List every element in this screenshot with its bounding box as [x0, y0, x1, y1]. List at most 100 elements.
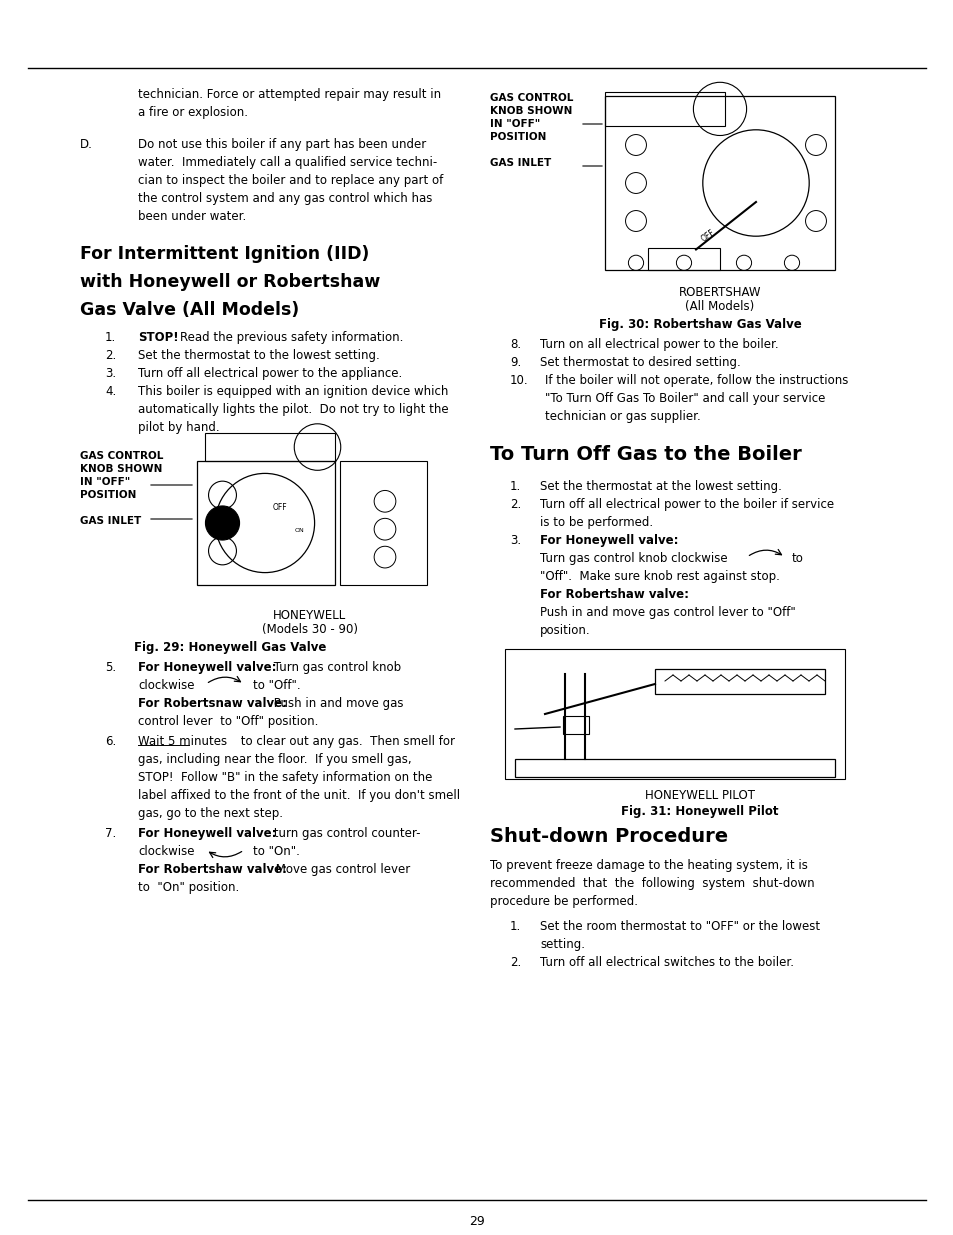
Text: 3.: 3.: [510, 534, 520, 547]
Circle shape: [205, 506, 239, 540]
Text: "Off".  Make sure knob rest against stop.: "Off". Make sure knob rest against stop.: [539, 571, 779, 583]
Bar: [339, 461, 427, 585]
Text: OFF: OFF: [699, 228, 716, 245]
Text: Do not use this boiler if any part has been under: Do not use this boiler if any part has b…: [138, 138, 426, 151]
Text: 7.: 7.: [105, 827, 116, 840]
Text: For Robertsnaw valve:: For Robertsnaw valve:: [138, 697, 287, 710]
Text: to: to: [791, 552, 803, 564]
Text: Set the thermostat at the lowest setting.: Set the thermostat at the lowest setting…: [539, 480, 781, 493]
Text: 2.: 2.: [510, 498, 520, 511]
Text: to "On".: to "On".: [253, 845, 299, 858]
Text: 8.: 8.: [510, 338, 520, 351]
Text: ROBERTSHAW: ROBERTSHAW: [678, 287, 760, 299]
Text: Read the previous safety information.: Read the previous safety information.: [180, 331, 403, 345]
Text: Move gas control lever: Move gas control lever: [272, 863, 410, 876]
Text: control lever  to "Off" position.: control lever to "Off" position.: [138, 715, 318, 727]
Text: automatically lights the pilot.  Do not try to light the: automatically lights the pilot. Do not t…: [138, 403, 448, 416]
Text: For Honeywell valve:: For Honeywell valve:: [539, 534, 678, 547]
Text: Turn gas control knob: Turn gas control knob: [270, 661, 400, 674]
Text: 3.: 3.: [105, 367, 116, 380]
Text: clockwise: clockwise: [138, 679, 194, 692]
Text: This boiler is equipped with an ignition device which: This boiler is equipped with an ignition…: [138, 385, 448, 398]
Text: 2.: 2.: [510, 956, 520, 969]
Text: IN "OFF": IN "OFF": [490, 119, 539, 128]
Text: 1.: 1.: [105, 331, 116, 345]
Text: position.: position.: [539, 624, 590, 637]
Text: STOP!  Follow "B" in the safety information on the: STOP! Follow "B" in the safety informati…: [138, 771, 432, 784]
Text: water.  Immediately call a qualified service techni-: water. Immediately call a qualified serv…: [138, 156, 436, 169]
Text: recommended  that  the  following  system  shut-down: recommended that the following system sh…: [490, 877, 814, 890]
Text: Turn gas control knob clockwise: Turn gas control knob clockwise: [539, 552, 727, 564]
Text: Push in and move gas control lever to "Off": Push in and move gas control lever to "O…: [539, 606, 795, 619]
Bar: [197, 461, 335, 585]
Text: "To Turn Off Gas To Boiler" and call your service: "To Turn Off Gas To Boiler" and call you…: [544, 391, 824, 405]
Text: Shut-down Procedure: Shut-down Procedure: [490, 827, 727, 846]
Text: Set thermostat to desired setting.: Set thermostat to desired setting.: [539, 356, 740, 369]
Bar: [604, 91, 724, 126]
Bar: [515, 760, 834, 777]
Text: HONEYWELL: HONEYWELL: [274, 609, 346, 622]
Text: to "Off".: to "Off".: [253, 679, 300, 692]
Text: procedure be performed.: procedure be performed.: [490, 895, 638, 908]
Text: KNOB SHOWN: KNOB SHOWN: [490, 106, 572, 116]
Text: If the boiler will not operate, follow the instructions: If the boiler will not operate, follow t…: [544, 374, 847, 387]
Text: gas, including near the floor.  If you smell gas,: gas, including near the floor. If you sm…: [138, 753, 411, 766]
Text: is to be performed.: is to be performed.: [539, 516, 653, 529]
Text: Turn off all electrical switches to the boiler.: Turn off all electrical switches to the …: [539, 956, 793, 969]
Text: Turn off all electrical power to the boiler if service: Turn off all electrical power to the boi…: [539, 498, 833, 511]
Text: Set the thermostat to the lowest setting.: Set the thermostat to the lowest setting…: [138, 350, 379, 362]
Text: (Models 30 - 90): (Models 30 - 90): [262, 622, 357, 636]
Bar: [647, 247, 720, 270]
Text: to  "On" position.: to "On" position.: [138, 881, 239, 894]
Bar: [504, 650, 844, 779]
Text: 10.: 10.: [510, 374, 528, 387]
Text: technician or gas supplier.: technician or gas supplier.: [544, 410, 700, 424]
Text: the control system and any gas control which has: the control system and any gas control w…: [138, 191, 432, 205]
Text: GAS INLET: GAS INLET: [80, 516, 141, 526]
Bar: [562, 716, 588, 734]
Text: 1.: 1.: [510, 480, 520, 493]
Text: clockwise: clockwise: [138, 845, 194, 858]
Text: GAS CONTROL: GAS CONTROL: [80, 451, 163, 461]
Text: (All Models): (All Models): [684, 300, 754, 312]
Text: 4.: 4.: [105, 385, 116, 398]
Text: 5.: 5.: [105, 661, 116, 674]
Text: Fig. 30: Robertshaw Gas Valve: Fig. 30: Robertshaw Gas Valve: [598, 317, 801, 331]
Text: For Robertshaw valve:: For Robertshaw valve:: [138, 863, 287, 876]
Text: OFF: OFF: [273, 503, 287, 513]
Text: D.: D.: [80, 138, 92, 151]
Text: For Robertshaw valve:: For Robertshaw valve:: [539, 588, 688, 601]
Text: to clear out any gas.  Then smell for: to clear out any gas. Then smell for: [236, 735, 455, 748]
Text: Wait 5 minutes: Wait 5 minutes: [138, 735, 227, 748]
Text: Set the room thermostat to "OFF" or the lowest: Set the room thermostat to "OFF" or the …: [539, 920, 820, 932]
Text: GAS CONTROL: GAS CONTROL: [490, 93, 573, 103]
Text: Gas Valve (All Models): Gas Valve (All Models): [80, 301, 299, 319]
Text: pilot by hand.: pilot by hand.: [138, 421, 219, 433]
Text: been under water.: been under water.: [138, 210, 246, 224]
Text: ON: ON: [294, 529, 305, 534]
Text: Fig. 31: Honeywell Pilot: Fig. 31: Honeywell Pilot: [620, 805, 778, 818]
Text: label affixed to the front of the unit.  If you don't smell: label affixed to the front of the unit. …: [138, 789, 459, 802]
Text: technician. Force or attempted repair may result in: technician. Force or attempted repair ma…: [138, 88, 440, 101]
Text: HONEYWELL PILOT: HONEYWELL PILOT: [644, 789, 754, 802]
Text: POSITION: POSITION: [490, 132, 546, 142]
Text: POSITION: POSITION: [80, 490, 136, 500]
Text: setting.: setting.: [539, 939, 584, 951]
Bar: [604, 95, 834, 270]
Text: turn gas control counter-: turn gas control counter-: [270, 827, 420, 840]
Text: Fig. 29: Honeywell Gas Valve: Fig. 29: Honeywell Gas Valve: [133, 641, 326, 655]
Text: 1.: 1.: [510, 920, 520, 932]
Text: 2.: 2.: [105, 350, 116, 362]
Text: STOP!: STOP!: [138, 331, 178, 345]
Text: 6.: 6.: [105, 735, 116, 748]
Text: To Turn Off Gas to the Boiler: To Turn Off Gas to the Boiler: [490, 445, 801, 464]
Bar: [655, 669, 824, 694]
Text: To prevent freeze damage to the heating system, it is: To prevent freeze damage to the heating …: [490, 860, 807, 872]
Text: Turn on all electrical power to the boiler.: Turn on all electrical power to the boil…: [539, 338, 778, 351]
Text: For Intermittent Ignition (IID): For Intermittent Ignition (IID): [80, 245, 369, 263]
Text: a fire or explosion.: a fire or explosion.: [138, 106, 248, 119]
Text: IN "OFF": IN "OFF": [80, 477, 131, 487]
Text: KNOB SHOWN: KNOB SHOWN: [80, 464, 162, 474]
Text: with Honeywell or Robertshaw: with Honeywell or Robertshaw: [80, 273, 380, 291]
Text: For Honeywell valve:: For Honeywell valve:: [138, 827, 276, 840]
